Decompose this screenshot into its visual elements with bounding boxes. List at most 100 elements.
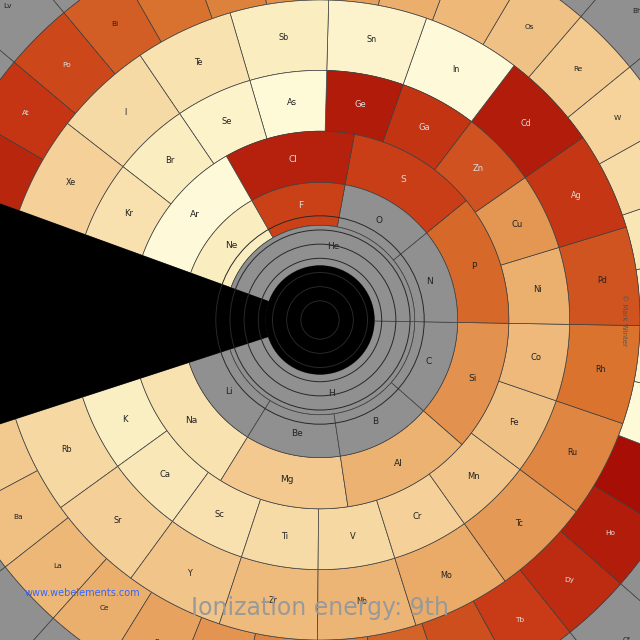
Text: Cu: Cu: [511, 220, 523, 229]
Text: Ionization energy: 9th: Ionization energy: 9th: [191, 596, 449, 620]
Polygon shape: [334, 383, 424, 456]
Polygon shape: [0, 62, 76, 160]
Text: Pr: Pr: [154, 639, 162, 640]
Text: Li: Li: [225, 387, 232, 396]
Text: Po: Po: [62, 61, 70, 68]
Text: Lv: Lv: [3, 3, 12, 9]
Text: Sc: Sc: [214, 510, 225, 519]
Polygon shape: [0, 0, 64, 62]
Text: Ce: Ce: [100, 605, 109, 611]
Polygon shape: [173, 472, 260, 557]
Text: Mo: Mo: [441, 571, 452, 580]
Polygon shape: [594, 435, 640, 527]
Polygon shape: [525, 138, 626, 248]
Polygon shape: [395, 524, 505, 625]
Polygon shape: [327, 0, 426, 84]
Polygon shape: [252, 182, 345, 238]
Text: N: N: [426, 278, 433, 287]
Text: Y: Y: [187, 568, 192, 578]
Polygon shape: [556, 324, 640, 424]
Text: Bi: Bi: [111, 21, 118, 28]
Polygon shape: [570, 584, 640, 640]
Polygon shape: [367, 623, 447, 640]
Polygon shape: [191, 200, 273, 287]
Polygon shape: [83, 378, 167, 467]
Text: V: V: [349, 532, 355, 541]
Text: Tb: Tb: [515, 617, 524, 623]
Text: www.webelements.com: www.webelements.com: [24, 588, 140, 598]
Polygon shape: [391, 322, 458, 411]
Text: © Mark Winter: © Mark Winter: [621, 294, 627, 346]
Polygon shape: [618, 381, 640, 464]
Text: Bh: Bh: [632, 8, 640, 13]
Polygon shape: [524, 0, 637, 17]
Text: Rb: Rb: [61, 445, 72, 454]
Text: H: H: [328, 389, 334, 398]
Text: Ni: Ni: [532, 285, 541, 294]
Polygon shape: [220, 557, 318, 640]
Polygon shape: [422, 601, 511, 640]
Polygon shape: [248, 401, 340, 458]
Polygon shape: [337, 185, 426, 260]
Polygon shape: [465, 469, 576, 581]
Text: I: I: [124, 108, 126, 116]
Text: Ba: Ba: [13, 513, 23, 520]
Text: At: At: [22, 110, 29, 116]
Text: Mg: Mg: [280, 476, 294, 484]
Polygon shape: [383, 84, 472, 170]
Text: Si: Si: [468, 374, 476, 383]
Text: Zn: Zn: [473, 164, 484, 173]
Polygon shape: [0, 6, 14, 120]
Bar: [24, 545, 49, 554]
Text: Cf: Cf: [623, 637, 630, 640]
Polygon shape: [483, 0, 580, 77]
Polygon shape: [426, 200, 509, 323]
Circle shape: [266, 266, 374, 374]
Polygon shape: [227, 131, 355, 200]
Polygon shape: [500, 248, 570, 324]
Text: K: K: [122, 415, 127, 424]
Polygon shape: [340, 411, 462, 507]
Polygon shape: [520, 401, 623, 511]
Polygon shape: [621, 527, 640, 640]
Polygon shape: [0, 618, 109, 640]
Text: Pd: Pd: [597, 276, 607, 285]
Polygon shape: [230, 321, 415, 415]
Polygon shape: [0, 419, 38, 508]
Bar: [50, 545, 74, 554]
Polygon shape: [0, 154, 269, 470]
Text: Kr: Kr: [124, 209, 132, 218]
Text: Ar: Ar: [190, 211, 200, 220]
Text: Mn: Mn: [467, 472, 479, 481]
Polygon shape: [143, 156, 252, 273]
Polygon shape: [499, 323, 570, 401]
Text: Cl: Cl: [288, 155, 297, 164]
Text: C: C: [425, 357, 431, 366]
Polygon shape: [378, 0, 461, 20]
Text: Te: Te: [194, 58, 203, 67]
Polygon shape: [559, 227, 640, 326]
Text: Zr: Zr: [269, 596, 278, 605]
Text: Cr: Cr: [413, 512, 422, 521]
Text: Al: Al: [394, 459, 403, 468]
Polygon shape: [189, 349, 270, 437]
Text: Os: Os: [525, 24, 534, 31]
Polygon shape: [424, 323, 509, 445]
Text: Sb: Sb: [278, 33, 289, 42]
Polygon shape: [19, 124, 123, 235]
Polygon shape: [323, 0, 393, 5]
Polygon shape: [86, 166, 171, 255]
Text: Tc: Tc: [515, 520, 523, 529]
Polygon shape: [250, 70, 327, 139]
Polygon shape: [0, 470, 68, 567]
Polygon shape: [14, 13, 115, 114]
Polygon shape: [5, 518, 107, 618]
Text: Br: Br: [165, 156, 175, 164]
Bar: [24, 556, 100, 564]
Polygon shape: [394, 233, 458, 323]
Polygon shape: [435, 122, 525, 212]
Text: Nb: Nb: [356, 597, 367, 606]
Text: Co: Co: [531, 353, 541, 362]
Polygon shape: [221, 437, 348, 509]
Text: Ag: Ag: [571, 191, 582, 200]
